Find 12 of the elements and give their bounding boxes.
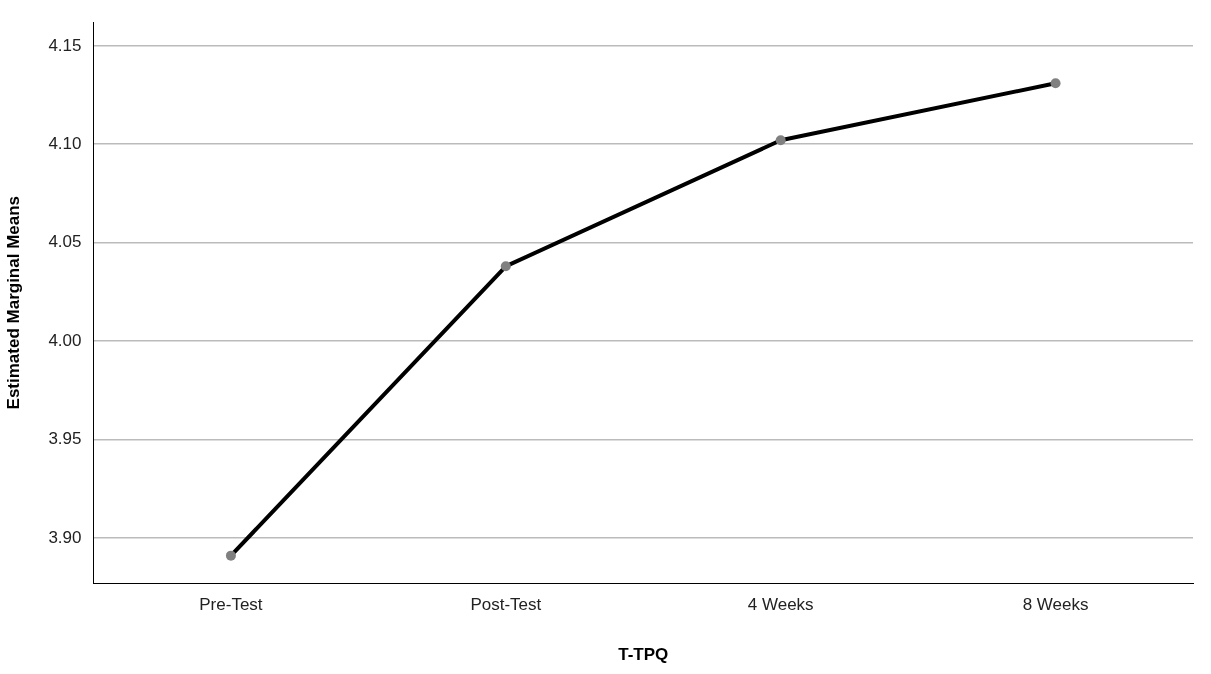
x-tick-label: Pre-Test bbox=[199, 595, 263, 615]
y-tick-label: 3.95 bbox=[48, 429, 82, 449]
y-tick-label: 4.05 bbox=[48, 232, 82, 252]
y-tick-label: 4.10 bbox=[48, 133, 82, 153]
x-axis-title: T-TPQ bbox=[618, 645, 669, 665]
y-tick-label: 4.15 bbox=[48, 35, 82, 55]
x-tick-label: 4 Weeks bbox=[747, 595, 814, 615]
y-tick-label: 4.00 bbox=[48, 330, 82, 350]
y-axis-title: Estimated Marginal Means bbox=[3, 195, 23, 410]
x-tick-label: 8 Weeks bbox=[1022, 595, 1089, 615]
x-tick-label: Post-Test bbox=[470, 595, 542, 615]
y-tick-label: 3.90 bbox=[48, 527, 82, 547]
